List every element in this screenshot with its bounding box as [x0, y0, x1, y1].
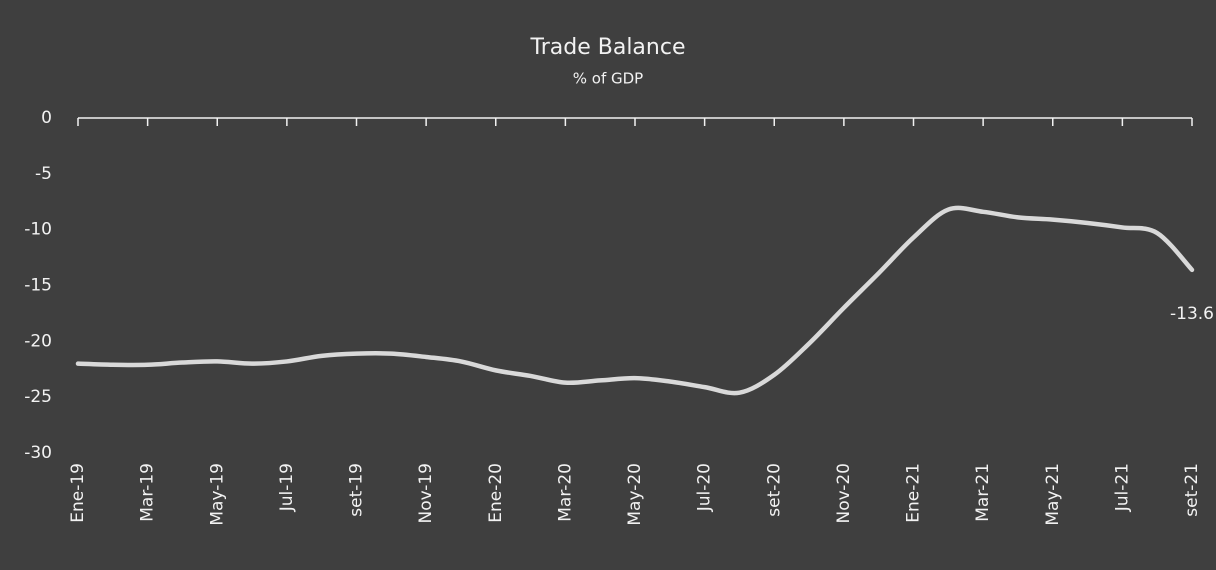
- y-tick-label: -25: [24, 387, 52, 407]
- chart-title: Trade Balance: [530, 35, 686, 60]
- y-tick-label: -10: [24, 220, 52, 240]
- x-tick-label: set-20: [764, 463, 784, 517]
- y-tick-label: -15: [24, 276, 52, 296]
- chart-subtitle: % of GDP: [573, 70, 643, 88]
- x-tick-label: Ene-21: [904, 463, 924, 523]
- x-tick-label: May-21: [1043, 463, 1063, 526]
- x-tick-label: May-20: [625, 463, 645, 526]
- x-tick-label: May-19: [207, 463, 227, 526]
- x-tick-label: Mar-20: [555, 463, 575, 522]
- line-series: [75, 205, 1195, 396]
- x-tick-label: Mar-21: [973, 463, 993, 522]
- x-tick-label: Jul-20: [695, 463, 715, 512]
- y-tick-label: -20: [24, 331, 52, 351]
- x-tick-label: set-19: [347, 463, 367, 517]
- y-tick-label: -5: [35, 164, 52, 184]
- x-tick-label: Mar-19: [138, 463, 158, 522]
- x-tick-label: Nov-19: [416, 463, 436, 524]
- y-tick-label: -30: [24, 443, 52, 463]
- x-tick-label: Nov-20: [834, 463, 854, 524]
- y-tick-label: 0: [41, 108, 52, 128]
- x-tick-label: Jul-21: [1112, 463, 1132, 512]
- data-label: -13.6: [1170, 304, 1214, 324]
- x-tick-label: Ene-20: [486, 463, 506, 523]
- x-tick-label: Jul-19: [277, 463, 297, 512]
- x-tick-label: Ene-19: [68, 463, 88, 523]
- x-tick-label: set-21: [1182, 463, 1202, 517]
